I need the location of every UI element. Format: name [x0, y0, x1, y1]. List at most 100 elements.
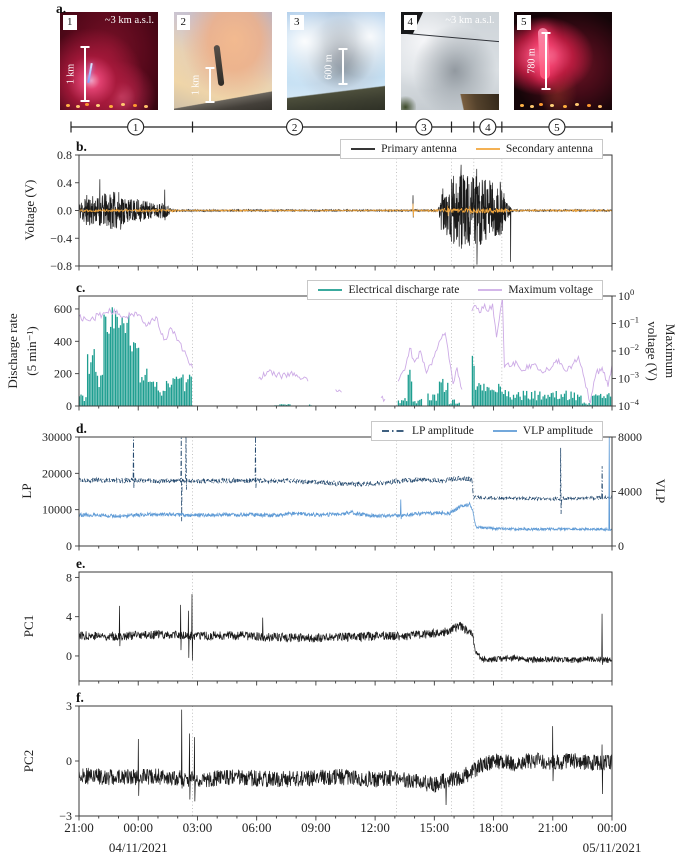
discharge-bar	[455, 403, 457, 406]
discharge-bar	[580, 395, 582, 406]
legend-label: LP amplitude	[411, 425, 474, 437]
discharge-bar	[103, 314, 105, 406]
legend-label: Primary antenna	[381, 143, 457, 155]
discharge-bar	[521, 400, 523, 406]
discharge-bar	[504, 389, 506, 406]
discharge-bar	[101, 374, 104, 406]
tick-label: 10000	[42, 503, 72, 517]
tick-label: 0	[66, 649, 72, 663]
phase-marker-circle	[127, 118, 145, 136]
tick-label: 2	[292, 122, 298, 134]
discharge-bar	[86, 354, 89, 406]
max-voltage-axis-label: Maximum	[663, 323, 678, 379]
discharge-bar	[432, 394, 434, 406]
discharge-bar	[545, 398, 548, 406]
altitude-annotation: ~3 km a.s.l.	[104, 15, 154, 26]
tick-label: −0.8	[50, 259, 72, 273]
log-tick-label: 10−3	[618, 370, 639, 386]
discharge-bar	[285, 404, 288, 406]
series-vlp-amplitude	[79, 437, 612, 532]
max-voltage-line	[335, 389, 342, 393]
discharge-bar	[549, 396, 551, 406]
discharge-bar	[534, 390, 536, 406]
discharge-bar	[481, 390, 483, 406]
discharge-bar	[420, 398, 423, 406]
discharge-bar	[453, 399, 455, 406]
discharge-bar	[133, 342, 135, 406]
discharge-bar	[450, 403, 452, 406]
vlp-axis-label: VLP	[653, 478, 668, 504]
discharge-bar	[279, 404, 281, 406]
phase-marker-circle	[548, 118, 566, 136]
legend-label: Secondary antenna	[505, 143, 593, 155]
legend-label: Electrical discharge rate	[348, 284, 460, 296]
discharge-bar	[555, 391, 557, 406]
panel-a-label: a.	[56, 1, 67, 16]
scale-bar-label: 1 km	[190, 74, 201, 96]
legend-entry: Secondary antenna	[475, 143, 593, 155]
discharge-bar	[111, 307, 113, 406]
discharge-bar	[568, 399, 571, 406]
photo-number-badge: 3	[290, 15, 304, 30]
city-lights	[520, 104, 524, 107]
scale-bar: 1 km	[190, 67, 215, 103]
discharge-bar	[90, 362, 92, 406]
discharge-bar	[156, 382, 158, 406]
discharge-bar	[557, 399, 559, 406]
legend-entry: Electrical discharge rate	[317, 284, 459, 296]
discharge-bar	[100, 375, 102, 406]
discharge-bar	[405, 401, 408, 406]
discharge-bar	[427, 393, 429, 406]
discharge-bar	[501, 391, 503, 406]
tick-label: 18:00	[479, 820, 509, 835]
tick-label: 4	[485, 122, 491, 134]
discharge-bar	[175, 376, 178, 406]
discharge-bar	[284, 404, 286, 406]
discharge-bar	[486, 386, 488, 406]
discharge-bar	[503, 394, 505, 406]
tick-label: 4000	[618, 485, 642, 499]
log-tick-label: 10−2	[618, 342, 639, 358]
log-tick-label: 10−1	[618, 315, 639, 331]
discharge-bar	[519, 396, 521, 406]
discharge-bar	[476, 386, 478, 406]
discharge-bar	[585, 403, 587, 406]
panel-d-label: d.	[76, 421, 87, 436]
discharge-bar	[435, 400, 437, 406]
legend-key-line	[381, 430, 406, 432]
tick-label: 0	[618, 539, 624, 553]
discharge-bar	[456, 403, 459, 406]
discharge-bar	[604, 398, 607, 406]
tick-label: 12:00	[360, 820, 390, 835]
tick-label: 4	[66, 610, 72, 624]
tick-label: 3	[421, 122, 427, 134]
discharge-bar	[407, 374, 409, 406]
discharge-bar	[573, 392, 576, 406]
discharge-bar	[507, 391, 510, 406]
discharge-bar	[157, 390, 159, 406]
discharge-bar	[479, 384, 482, 406]
legend-panel-c: Electrical discharge rate Maximum voltage	[307, 280, 603, 300]
tick-label: 200	[54, 367, 72, 381]
legend-entry: VLP amplitude	[492, 425, 593, 437]
panel-f: 3 0 −3	[59, 699, 613, 823]
city-lights	[66, 104, 70, 107]
discharge-bar	[458, 402, 460, 406]
tick-label: 21:00	[538, 820, 568, 835]
legend-label: VLP amplitude	[522, 425, 593, 437]
discharge-bar	[530, 391, 533, 406]
photo-number-badge: 4	[403, 15, 417, 30]
discharge-bar	[553, 397, 556, 406]
discharge-bar	[82, 395, 84, 406]
discharge-bar	[139, 382, 141, 406]
discharge-bar	[108, 333, 110, 406]
scale-bar: 600 m	[324, 48, 348, 85]
discharge-bar	[496, 392, 498, 406]
discharge-bar	[511, 399, 513, 406]
legend-entry: LP amplitude	[381, 425, 474, 437]
discharge-bar	[576, 394, 579, 406]
discharge-bar	[129, 345, 132, 406]
discharge-bar	[182, 374, 184, 406]
discharge-bar	[134, 343, 136, 406]
